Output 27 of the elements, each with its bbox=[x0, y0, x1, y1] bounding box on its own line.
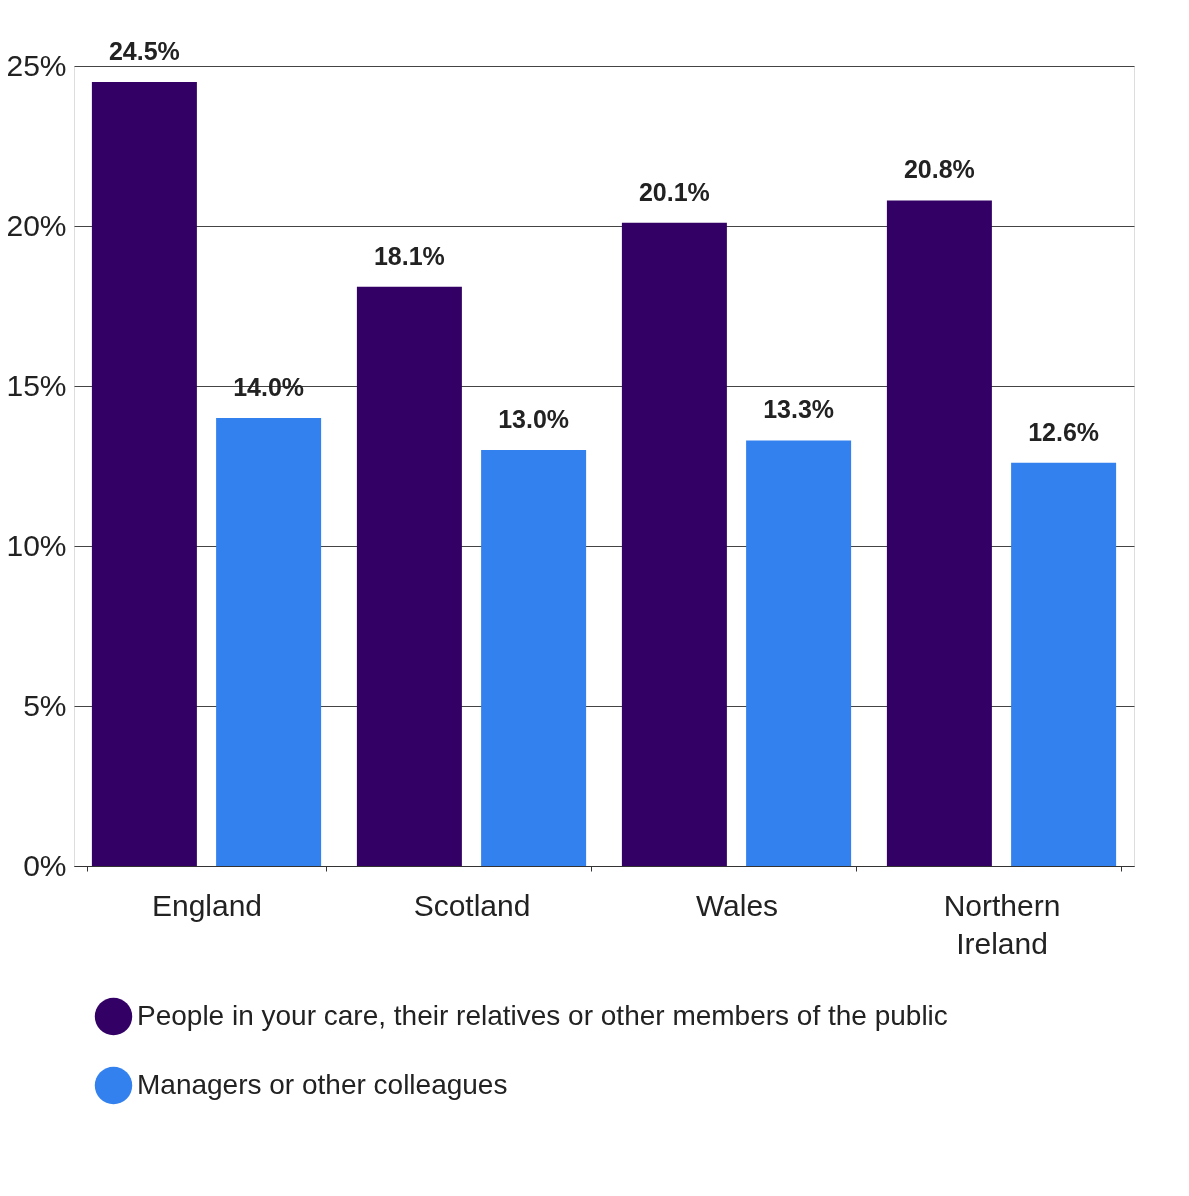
bar bbox=[886, 200, 992, 866]
x-tick-label: Scotland bbox=[413, 888, 531, 922]
y-tick-label: 5% bbox=[23, 688, 67, 722]
y-tick-label: 15% bbox=[6, 368, 67, 402]
bar bbox=[481, 450, 587, 866]
data-label: 20.8% bbox=[903, 155, 975, 184]
bar bbox=[746, 440, 852, 866]
data-label: 12.6% bbox=[1028, 417, 1100, 446]
data-label: 18.1% bbox=[373, 241, 445, 270]
bar bbox=[91, 82, 197, 866]
x-tick-label: Northern Ireland bbox=[943, 888, 1061, 960]
data-label: 13.0% bbox=[498, 405, 570, 433]
data-label: 13.3% bbox=[763, 395, 835, 424]
y-tick-label: 20% bbox=[6, 208, 67, 242]
y-tick-label: 25% bbox=[6, 48, 67, 82]
x-tick-label: England bbox=[151, 888, 263, 922]
bar bbox=[1011, 462, 1117, 866]
bar bbox=[356, 286, 462, 866]
bar bbox=[621, 222, 727, 866]
y-tick-label: 0% bbox=[23, 848, 67, 882]
legend-label: Managers or other colleagues bbox=[137, 1068, 508, 1100]
bar bbox=[216, 418, 322, 866]
y-tick-label: 10% bbox=[6, 528, 67, 562]
x-tick-label: Wales bbox=[695, 888, 779, 922]
data-label: 20.1% bbox=[638, 177, 710, 206]
legend-label: People in your care, their relatives or other members of the public bbox=[137, 999, 948, 1031]
data-label: 24.5% bbox=[108, 37, 180, 65]
